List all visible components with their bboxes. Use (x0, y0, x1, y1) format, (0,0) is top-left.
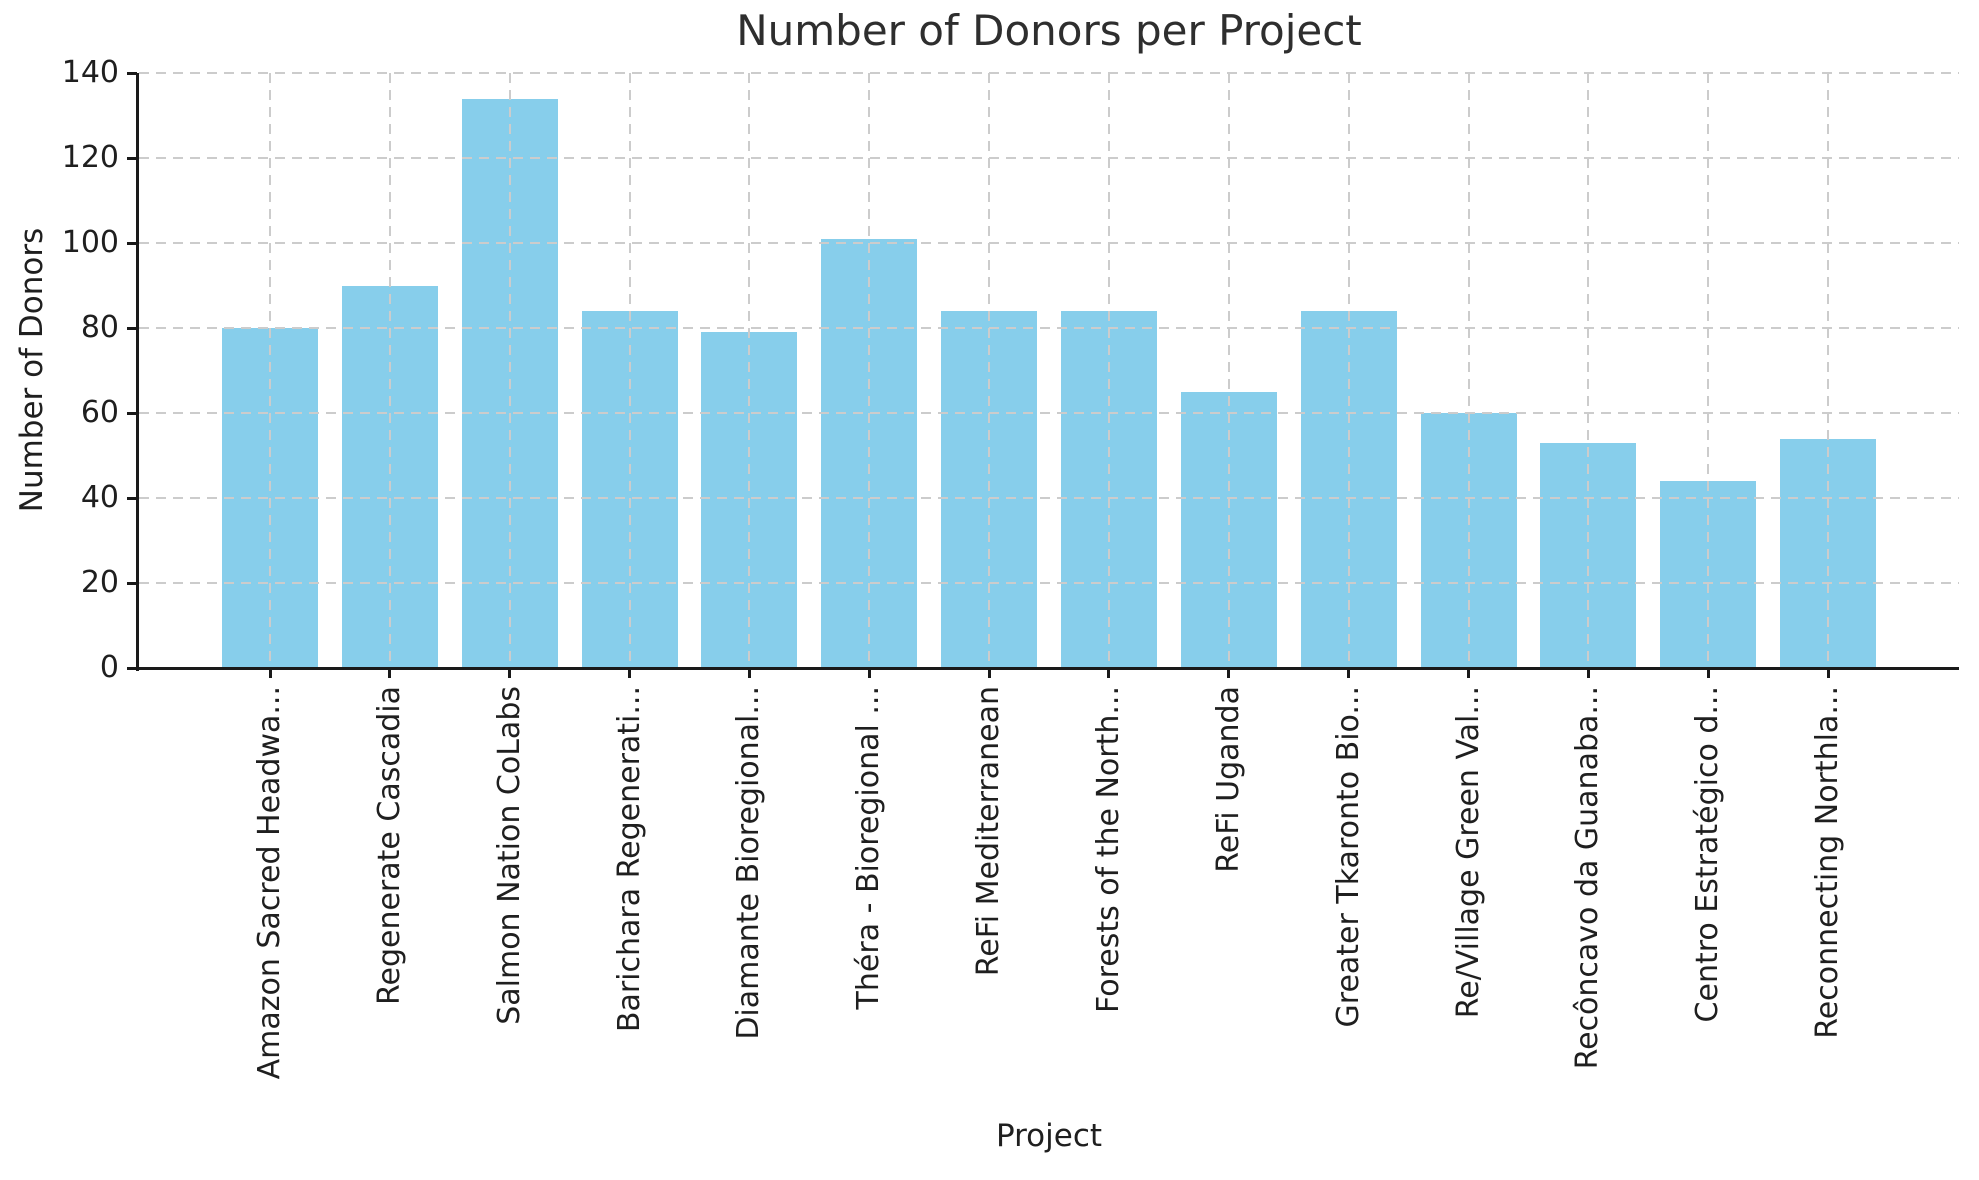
x-tick-9 (1227, 668, 1231, 678)
gridline-h-120 (139, 157, 1959, 159)
x-tick-5 (747, 668, 751, 678)
x-tick-label-9: ReFi Uganda (1210, 686, 1246, 873)
y-tick-label-20: 20 (80, 565, 119, 600)
x-tick-2 (388, 668, 392, 678)
x-tick-4 (628, 668, 631, 678)
bar-10 (1300, 311, 1397, 668)
bar-1 (222, 328, 318, 668)
x-tick-label-3: Salmon Nation CoLabs (491, 686, 527, 1025)
x-tick-label-4: Barichara Regenerati... (611, 686, 647, 1033)
y-tick-80 (127, 326, 137, 330)
gridline-h-100 (139, 242, 1959, 244)
bar-9 (1180, 391, 1277, 669)
x-tick-label-2: Regenerate Cascadia (371, 686, 407, 1005)
y-tick-label-100: 100 (61, 225, 119, 260)
bar-11 (1420, 413, 1517, 668)
x-tick-8 (1107, 668, 1111, 678)
x-axis-label: Project (995, 1118, 1103, 1154)
x-axis-spine (136, 667, 1959, 670)
x-tick-label-1: Amazon Sacred Headwa... (252, 686, 287, 1080)
x-tick-label-5: Diamante Bioregional... (731, 686, 767, 1040)
bar-8 (1060, 311, 1157, 668)
y-tick-label-0: 0 (99, 650, 119, 685)
bar-14 (1780, 438, 1876, 668)
y-tick-60 (127, 411, 137, 415)
x-tick-label-14: Reconnecting Northla... (1810, 686, 1845, 1039)
bar-6 (821, 238, 918, 669)
x-tick-12 (1586, 668, 1590, 678)
x-tick-label-6: Théra - Bioregional ... (851, 686, 887, 1010)
y-tick-100 (127, 241, 137, 245)
bar-3 (461, 98, 558, 668)
bar-2 (341, 285, 438, 668)
chart-title: Number of Donors per Project (736, 6, 1362, 55)
bar-4 (581, 311, 678, 668)
y-tick-label-60: 60 (80, 395, 119, 430)
y-axis-label: Number of Donors (14, 227, 50, 513)
y-tick-140 (127, 71, 137, 75)
x-tick-label-13: Centro Estratégico d... (1690, 686, 1726, 1023)
x-tick-7 (987, 668, 991, 678)
x-tick-label-12: Recôncavo da Guanaba... (1570, 686, 1606, 1070)
x-tick-3 (508, 668, 512, 678)
y-tick-label-40: 40 (80, 480, 119, 515)
y-tick-label-120: 120 (61, 140, 119, 175)
gridline-h-140 (139, 72, 1959, 74)
y-tick-20 (127, 581, 137, 585)
x-tick-10 (1347, 668, 1351, 678)
bar-12 (1540, 442, 1637, 669)
x-tick-label-11: Re/Village Green Val... (1450, 686, 1486, 1019)
x-tick-label-8: Forests of the North... (1090, 686, 1126, 1013)
y-tick-label-140: 140 (61, 55, 119, 90)
x-tick-6 (867, 668, 871, 678)
y-tick-40 (127, 496, 137, 500)
x-tick-14 (1826, 668, 1830, 678)
y-axis-spine (136, 73, 139, 671)
x-tick-1 (268, 668, 272, 678)
bar-13 (1660, 481, 1757, 668)
y-tick-0 (127, 666, 137, 670)
y-tick-120 (127, 156, 137, 160)
bar-7 (941, 311, 1038, 668)
x-tick-13 (1706, 668, 1710, 678)
x-tick-label-7: ReFi Mediterranean (971, 686, 1007, 977)
y-tick-label-80: 80 (80, 310, 119, 345)
x-tick-label-10: Greater Tkaronto Bio... (1330, 686, 1366, 1028)
bar-5 (701, 332, 798, 669)
x-tick-11 (1467, 668, 1470, 678)
